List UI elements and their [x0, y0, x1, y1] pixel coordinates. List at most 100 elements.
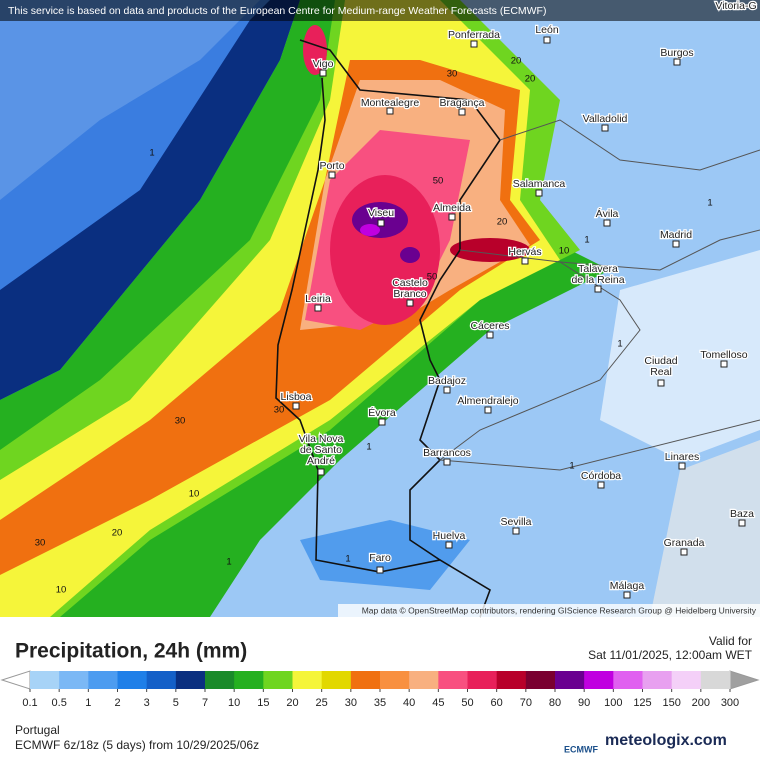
city-label: Évora [368, 406, 396, 419]
city-marker [378, 418, 386, 426]
contour-label: 10 [56, 585, 67, 596]
city-label: Tomelloso [700, 349, 747, 361]
contour-label: 10 [559, 246, 570, 257]
city-label: Huelva [433, 530, 466, 542]
colorbar-swatch [380, 671, 410, 689]
colorbar-tick-label: 15 [257, 697, 269, 709]
contour-label: 1 [149, 148, 154, 159]
city-label: Ponferrada [448, 29, 500, 41]
colorbar-swatch [59, 671, 89, 689]
city-label: Córdoba [581, 470, 621, 482]
colorbar-tick-label: 300 [721, 697, 739, 709]
contour-label: 1 [584, 235, 589, 246]
colorbar-swatch [700, 671, 731, 689]
colorbar-swatch [146, 671, 177, 689]
city-label: León [535, 24, 559, 36]
city-marker [443, 386, 451, 394]
valid-label: Valid for [709, 634, 752, 648]
city-label: Porto [319, 160, 344, 172]
colorbar-tick-label: 0.1 [22, 697, 37, 709]
city-marker [738, 519, 746, 527]
city-label: Badajoz [428, 375, 466, 387]
city-marker [445, 541, 453, 549]
colorbar-tick-label: 200 [692, 697, 710, 709]
colorbar-swatch [175, 671, 206, 689]
city-marker [406, 299, 414, 307]
city-marker [623, 591, 631, 599]
colorbar-tick-label: 40 [403, 697, 415, 709]
colorbar-swatch [584, 671, 614, 689]
city-label: Ciudad [644, 355, 677, 367]
city-label: Madrid [660, 229, 692, 241]
city-marker [603, 219, 611, 227]
city-label: Ávila [596, 207, 619, 220]
contour-label: 20 [525, 74, 536, 85]
city-marker [484, 406, 492, 414]
colorbar-swatch [117, 671, 148, 689]
contour-label: 1 [707, 198, 712, 209]
colorbar-swatch [88, 671, 118, 689]
contour-label: 10 [189, 489, 200, 500]
colorbar-tick-label: 25 [316, 697, 328, 709]
city-marker [594, 285, 602, 293]
colorbar-arrow [729, 670, 760, 690]
colorbar-tick-label: 60 [491, 697, 503, 709]
city-label: Vitoria-G [715, 0, 756, 12]
contour-label: 50 [433, 176, 444, 187]
city-label: Lisboa [281, 391, 312, 403]
city-label: Baza [730, 508, 754, 520]
city-marker [521, 257, 529, 265]
city-label: Real [650, 366, 672, 378]
city-label: Viseu [368, 207, 394, 219]
colorbar-swatch [613, 671, 643, 689]
colorbar-tick-label: 45 [432, 697, 444, 709]
colorbar-tick-label: 150 [662, 697, 680, 709]
colorbar-tick-label: 7 [202, 697, 208, 709]
city-label: Salamanca [513, 178, 566, 190]
contour-label: 30 [274, 405, 285, 416]
contour-label: 20 [511, 56, 522, 67]
colorbar-swatch [555, 671, 585, 689]
contour-label: 20 [497, 217, 508, 228]
contour-label: 1 [226, 557, 231, 568]
contour-label: 30 [447, 69, 458, 80]
colorbar-tick-label: 90 [578, 697, 590, 709]
city-marker [292, 402, 300, 410]
city-marker [678, 462, 686, 470]
city-label: Bragança [440, 97, 485, 109]
city-label: Barrancos [423, 447, 471, 459]
colorbar-tick-label: 10 [228, 697, 240, 709]
city-label: Branco [393, 288, 426, 300]
city-marker [680, 548, 688, 556]
city-marker [657, 379, 665, 387]
city-marker [377, 219, 385, 227]
city-marker [535, 189, 543, 197]
colorbar-swatch [350, 671, 381, 689]
city-marker [672, 240, 680, 248]
contour-label: 1 [617, 339, 622, 350]
legend-title: Precipitation, 24h (mm) [15, 640, 247, 663]
city-marker [328, 171, 336, 179]
city-marker [597, 481, 605, 489]
city-label: Málaga [610, 580, 645, 592]
colorbar-tick-label: 100 [604, 697, 622, 709]
ecmwf-logo: ECMWF [564, 744, 598, 754]
city-marker [319, 69, 327, 77]
colorbar-swatch [205, 671, 235, 689]
city-label: Castelo [392, 277, 428, 289]
city-label: Sevilla [501, 516, 532, 528]
colorbar-tick-label: 0.5 [52, 697, 67, 709]
contour-label: 50 [427, 272, 438, 283]
colorbar-tick-label: 80 [549, 697, 561, 709]
city-label: Leiria [305, 293, 331, 305]
city-marker [448, 213, 456, 221]
colorbar-swatch [234, 671, 264, 689]
city-marker [720, 360, 728, 368]
city-label: Valladolid [583, 113, 628, 125]
legend: Precipitation, 24h (mm) Valid for Sat 11… [0, 634, 760, 754]
city-marker [386, 107, 394, 115]
city-label: Hervás [508, 246, 541, 258]
colorbar-swatch [525, 671, 556, 689]
city-marker [317, 468, 325, 476]
